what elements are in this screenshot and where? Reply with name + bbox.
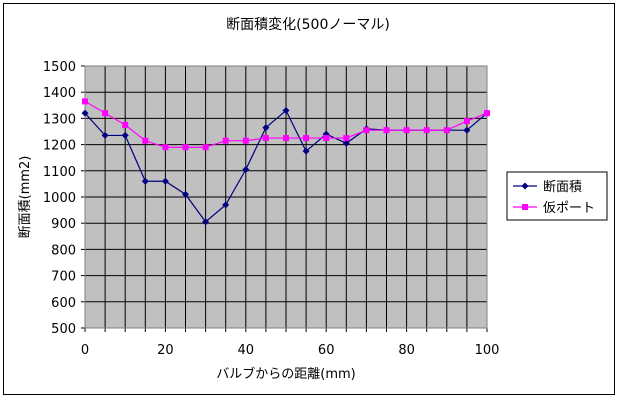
series-1-point <box>182 190 189 198</box>
y-tick-label: 1500 <box>43 60 76 75</box>
series-2-point <box>182 144 189 151</box>
y-tick-label: 500 <box>51 322 76 337</box>
x-tick-label: 60 <box>318 343 335 358</box>
series-2-point <box>484 110 490 117</box>
series-2-point <box>463 118 470 125</box>
plot-area: 500 600 700 800 900 1000 1100 1200 1300 1400 1500 0… <box>43 60 500 358</box>
legend-label-1: 断面積 <box>543 180 582 195</box>
series-2-point <box>283 135 289 142</box>
series-1-point <box>302 147 310 155</box>
x-axis-label: バルブからの距離(mm) <box>216 366 355 382</box>
series-2-point <box>423 127 430 134</box>
chart-title: 断面積変化(500ノーマル) <box>226 16 390 33</box>
series-1-point <box>242 165 250 173</box>
y-tick-label: 1400 <box>43 86 76 101</box>
series-1-point <box>463 126 471 134</box>
y-tick-label: 800 <box>51 243 76 258</box>
series-2-point <box>242 137 249 144</box>
legend-marker-1 <box>521 182 529 190</box>
plot-border <box>84 65 488 329</box>
series-2-point <box>162 144 169 151</box>
series-1-point <box>262 124 270 132</box>
x-tick-label: 20 <box>157 343 174 358</box>
y-tick-label: 900 <box>51 217 76 232</box>
series-2-point <box>122 121 129 128</box>
series-1-point <box>141 177 149 185</box>
series-2-point <box>383 127 390 134</box>
legend-box <box>506 171 608 221</box>
series-2-point <box>343 135 350 142</box>
x-tick-label: 0 <box>81 343 89 358</box>
y-tick-label: 1000 <box>43 191 76 206</box>
y-axis-label: 断面積(mm2) <box>18 156 33 239</box>
series-2-point <box>222 137 229 144</box>
series-2-point <box>403 127 410 134</box>
series-2-point <box>363 127 370 134</box>
series-1-point <box>342 139 350 147</box>
series-2-point <box>202 144 209 151</box>
y-tick-label: 1100 <box>43 165 76 180</box>
x-tick-label: 40 <box>238 343 255 358</box>
series-1-point <box>121 131 129 139</box>
series-2-point <box>102 110 109 117</box>
series-2-point <box>262 135 269 142</box>
series-1-point <box>161 177 169 185</box>
x-tick-label: 80 <box>398 343 415 358</box>
series-2-point <box>443 127 450 134</box>
series-2-point <box>142 137 149 144</box>
series-1-point <box>202 218 210 226</box>
y-tick-label: 700 <box>51 270 76 285</box>
series-1-point <box>81 109 89 117</box>
y-tick-label: 600 <box>51 296 76 311</box>
y-tick-label: 1300 <box>43 112 76 127</box>
series-2-point <box>323 135 330 142</box>
series-2-point <box>82 98 88 105</box>
series-1-point <box>222 201 230 209</box>
series-1-point <box>101 131 109 139</box>
y-tick-label: 1200 <box>43 139 76 154</box>
series-2-point <box>303 135 310 142</box>
x-tick-label: 100 <box>475 343 500 358</box>
legend-marker-2 <box>522 204 528 210</box>
series-1-point <box>282 107 290 115</box>
legend-label-2: 仮ポート <box>543 201 595 216</box>
